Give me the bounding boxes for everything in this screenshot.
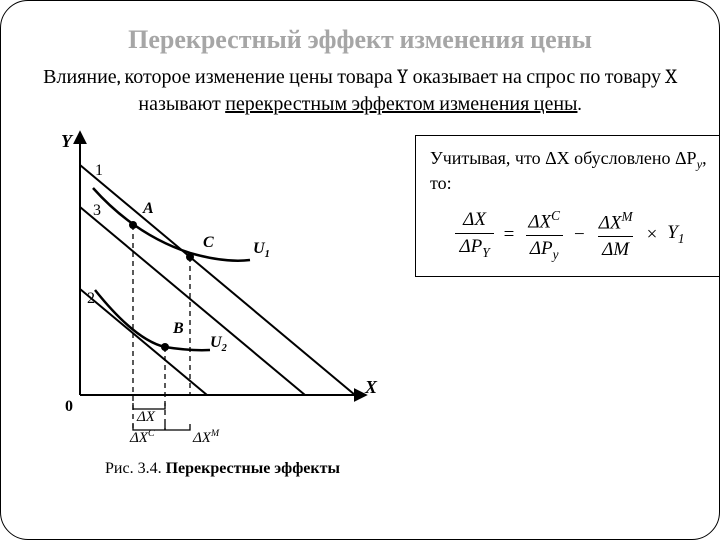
cross-effects-diagram: Y X 0 1 3 2 A C B U1 U2 ΔX ΔXC ΔXM bbox=[35, 125, 385, 455]
lhs-den: ΔPY bbox=[455, 233, 493, 260]
chart-area: Y X 0 1 3 2 A C B U1 U2 ΔX ΔXC ΔXM Рис. 3.4. Перекрес… bbox=[35, 125, 385, 495]
svg-text:X: X bbox=[364, 377, 378, 397]
subtitle-b: перекрестным эффектом изменения цены bbox=[225, 92, 577, 115]
content-area: Y X 0 1 3 2 A C B U1 U2 ΔX ΔXC ΔXM Рис. 3.4. Перекрес… bbox=[25, 125, 695, 495]
t1-den: ΔPy bbox=[526, 235, 563, 262]
frac-lhs: ΔX ΔPY bbox=[455, 209, 493, 260]
svg-text:ΔXM: ΔXM bbox=[192, 428, 220, 446]
caption-bold: Перекрестные эффекты bbox=[166, 460, 340, 477]
caption-prefix: Рис. 3.4. bbox=[105, 460, 166, 477]
svg-text:B: B bbox=[172, 320, 184, 337]
svg-text:3: 3 bbox=[93, 202, 101, 219]
tail: Y1 bbox=[667, 222, 684, 247]
svg-text:ΔX: ΔX bbox=[136, 409, 156, 425]
formula-intro-a: Учитывая, что ΔX обусловлено ΔP bbox=[430, 148, 697, 168]
lhs-num: ΔX bbox=[459, 209, 490, 233]
slide-subtitle: Влияние, которое изменение цены товара Y… bbox=[25, 63, 695, 117]
formula-equation: ΔX ΔPY = ΔXC ΔPy − ΔXM ΔM × Y1 bbox=[430, 208, 710, 262]
times: × bbox=[647, 224, 658, 246]
svg-text:0: 0 bbox=[65, 398, 73, 415]
svg-text:ΔXC: ΔXC bbox=[129, 428, 155, 446]
t2-num: ΔXM bbox=[595, 209, 637, 236]
svg-text:U2: U2 bbox=[210, 334, 227, 354]
equals-1: = bbox=[504, 224, 515, 246]
formula-box: Учитывая, что ΔX обусловлено ΔPy, то: ΔX… bbox=[415, 135, 720, 277]
minus: − bbox=[574, 224, 585, 246]
svg-text:2: 2 bbox=[87, 290, 95, 307]
t1-num: ΔXC bbox=[524, 208, 564, 235]
t2-den: ΔM bbox=[598, 236, 633, 261]
svg-text:U1: U1 bbox=[253, 240, 270, 260]
frac-t1: ΔXC ΔPy bbox=[524, 208, 564, 262]
slide-title: Перекрестный эффект изменения цены bbox=[25, 25, 695, 55]
svg-text:C: C bbox=[203, 234, 214, 251]
slide-frame: Перекрестный эффект изменения цены Влиян… bbox=[0, 0, 720, 540]
svg-text:A: A bbox=[142, 200, 154, 217]
svg-text:Y: Y bbox=[61, 131, 74, 151]
formula-intro: Учитывая, что ΔX обусловлено ΔPy, то: bbox=[430, 148, 710, 194]
frac-t2: ΔXM ΔM bbox=[595, 209, 637, 261]
subtitle-c: . bbox=[577, 92, 581, 115]
figure-caption: Рис. 3.4. Перекрестные эффекты bbox=[105, 460, 340, 478]
svg-text:1: 1 bbox=[95, 162, 103, 179]
